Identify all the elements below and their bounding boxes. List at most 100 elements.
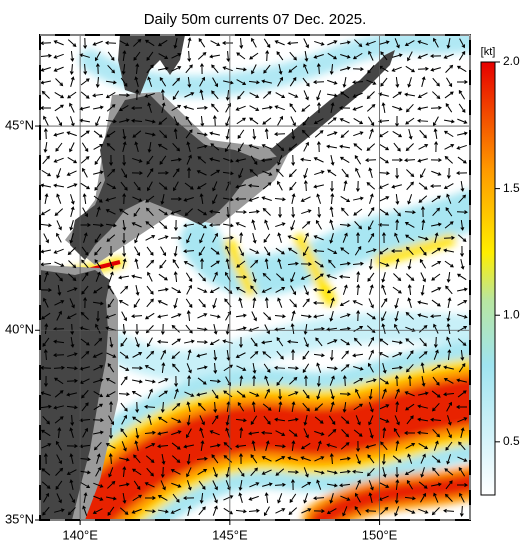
current-arrow [382,363,387,374]
current-arrow [106,130,116,138]
current-arrow [352,261,364,266]
current-arrow [406,350,414,360]
current-arrow [406,169,415,178]
current-arrow [405,363,414,373]
current-arrow [263,363,271,373]
current-arrow [92,430,104,435]
current-arrow [144,312,155,320]
current-arrow [290,116,296,127]
current-arrow [433,323,439,334]
current-arrow [431,247,442,255]
current-arrow [340,313,351,319]
current-arrow [146,467,154,477]
current-arrow [44,193,49,205]
current-arrow [198,298,206,308]
current-arrow [94,155,102,165]
current-arrow [302,350,310,360]
current-arrow [173,298,178,309]
current-arrow [160,323,165,335]
current-arrow [314,170,325,176]
current-arrow [394,232,400,243]
current-arrow [235,444,247,449]
current-arrow [287,261,299,266]
current-arrow [431,287,442,293]
current-arrow [394,388,400,399]
current-arrow [81,389,89,399]
current-arrow [287,456,298,461]
current-arrow [213,324,218,335]
current-arrow [67,91,77,99]
current-arrow [131,274,142,279]
current-arrow [118,93,130,98]
current-arrow [330,180,334,192]
current-arrow [316,63,321,75]
current-arrow [238,246,244,257]
current-arrow [444,468,454,476]
current-arrow [183,223,195,228]
current-arrow [160,194,165,205]
current-arrow [223,157,234,163]
current-arrow [366,248,377,253]
current-arrow [251,311,257,322]
current-arrow [80,482,91,489]
current-arrow [146,285,154,295]
current-arrow [313,157,324,163]
current-arrow [54,377,64,385]
current-arrow [330,389,335,400]
current-arrow [457,234,467,242]
current-arrow [53,183,65,188]
current-arrow [303,168,308,179]
current-arrow [170,236,182,241]
current-arrow [122,492,127,504]
current-arrow [41,169,52,177]
current-arrow [277,155,283,166]
current-arrow [81,402,89,412]
current-arrow [340,338,351,346]
current-arrow [329,206,334,218]
current-arrow [209,430,220,436]
current-arrow [196,456,208,461]
current-arrow [53,353,65,358]
current-arrow [339,456,351,461]
current-arrow [95,116,101,127]
current-arrow [458,466,466,477]
current-arrow [133,51,141,61]
current-arrow [43,271,49,282]
current-arrow [235,418,247,423]
current-arrow [368,220,374,231]
current-arrow [249,117,259,125]
current-arrow [200,440,205,452]
current-arrow [118,208,129,216]
current-arrow [339,300,350,307]
current-arrow [340,130,350,139]
current-arrow [146,350,155,359]
current-arrow [82,427,89,438]
current-arrow [211,389,219,399]
current-arrow [313,509,325,514]
current-arrow [186,467,192,478]
current-arrow [342,375,347,387]
current-arrow [80,78,90,86]
current-arrow [223,455,233,463]
current-arrow [356,440,361,452]
current-arrow [235,275,247,280]
current-arrow [352,67,364,72]
current-arrow [119,365,130,371]
current-arrow [211,415,219,425]
current-arrow [172,168,180,178]
current-arrow [379,261,390,267]
current-arrow [417,417,429,422]
current-arrow [235,197,247,202]
current-arrow [313,248,325,253]
current-arrow [248,508,260,513]
current-arrow [92,301,104,306]
current-arrow [418,182,428,190]
current-arrow [291,206,296,218]
current-arrow [223,80,234,85]
current-arrow [341,207,349,217]
current-arrow [289,51,297,61]
current-arrow [209,223,221,228]
current-arrow [368,480,374,491]
current-arrow [369,193,374,204]
current-arrow [122,128,127,140]
